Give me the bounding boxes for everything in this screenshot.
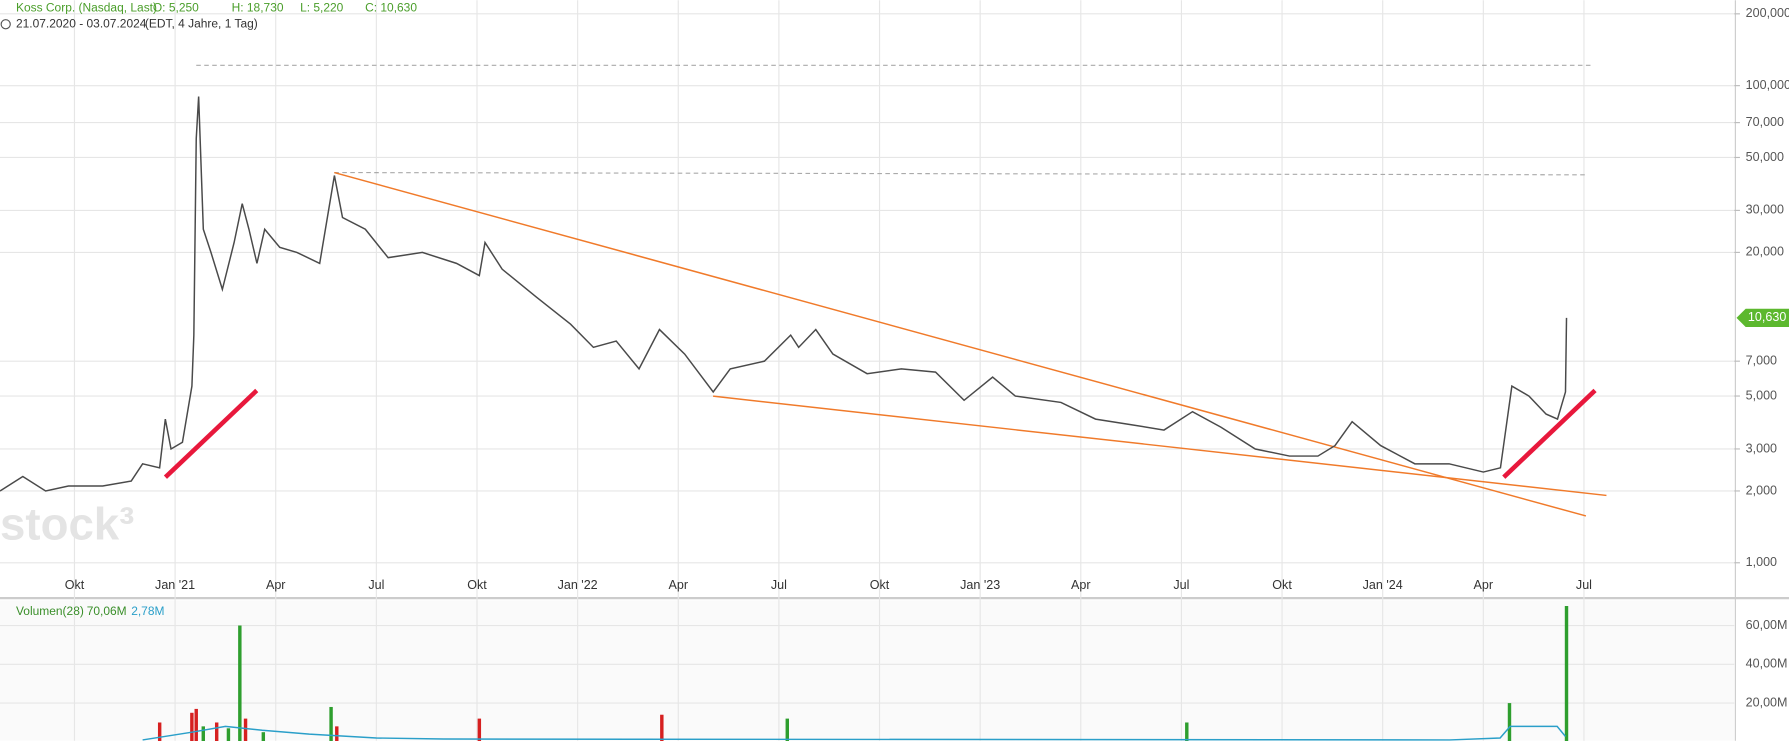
quote: H: 18,730: [232, 0, 284, 14]
grid: [0, 0, 1735, 741]
y-tick-label: 20,000: [1746, 245, 1784, 259]
x-tick-label: Jul: [368, 578, 384, 592]
volume-panel: [0, 600, 1735, 741]
volume-bar: [329, 706, 333, 741]
drawing-arrow: [1502, 388, 1597, 479]
quote: O: 5,250: [153, 0, 199, 14]
volume-bar: [785, 718, 789, 741]
y-tick-label: 30,000: [1746, 203, 1784, 217]
x-tick-label: Jan '22: [558, 578, 598, 592]
x-tick-label: Jul: [1173, 578, 1189, 592]
y-tick-label: 40,00M: [1746, 657, 1788, 671]
y-tick-label: 200,000: [1746, 6, 1789, 20]
x-tick-label: Okt: [467, 578, 487, 592]
volume-bar: [335, 726, 339, 741]
volume-bar: [226, 728, 231, 741]
x-tick-label: Apr: [668, 578, 688, 592]
x-tick-label: Apr: [266, 578, 286, 592]
marks: [0, 96, 1569, 741]
volume-quote: 70,06M: [87, 604, 127, 618]
volume-bar: [1564, 606, 1569, 741]
volume-bar: [214, 722, 219, 741]
y-tick-label: 7,000: [1746, 353, 1777, 367]
trend-line: [334, 171, 1587, 517]
volume-bar: [190, 712, 194, 741]
y-tick-label: 5,000: [1746, 388, 1777, 402]
x-tick-label: Apr: [1071, 578, 1091, 592]
clock-icon: [0, 19, 11, 30]
price-line: [0, 96, 1568, 492]
x-tick-label: Jul: [1576, 578, 1592, 592]
y-tick-label: 20,00M: [1746, 695, 1788, 709]
y-tick-label: 60,00M: [1746, 618, 1788, 632]
x-tick-label: Jul: [771, 578, 787, 592]
x-tick-label: Okt: [870, 578, 890, 592]
chart-title: Koss Corp. (Nasdaq, Last): [16, 0, 157, 14]
volume-bar: [201, 726, 205, 741]
x-tick-label: Apr: [1474, 578, 1494, 592]
volume-bar: [243, 718, 248, 741]
y-tick-label: 70,000: [1746, 115, 1784, 129]
x-tick-label: Okt: [1272, 578, 1292, 592]
x-tick-label: Jan '21: [155, 578, 195, 592]
volume-bar: [1507, 703, 1512, 741]
y-tick-label: 1,000: [1746, 555, 1777, 569]
quote: L: 5,220: [300, 0, 344, 14]
y-tick-label: 50,000: [1746, 150, 1784, 164]
volume-bar: [660, 714, 664, 741]
tag-shape: [1736, 308, 1789, 328]
volume-bar: [238, 625, 242, 741]
tag-label: 10,630: [1748, 310, 1786, 324]
volume-bar: [157, 722, 162, 741]
last-price-tag: 10,630: [1736, 308, 1789, 328]
watermark: stock³: [0, 498, 134, 549]
x-tick-label: Okt: [65, 578, 85, 592]
x-tick-label: Jan '23: [960, 578, 1000, 592]
subtitle: 21.07.2020 - 03.07.2024: [16, 16, 147, 30]
volume-bar: [261, 732, 266, 741]
dashed-line: [334, 171, 1586, 176]
volume-bar: [1185, 722, 1189, 741]
y-tick-label: 3,000: [1746, 441, 1777, 455]
y-tick-label: 2,000: [1746, 483, 1777, 497]
volume-quote: 2,78M: [131, 604, 164, 618]
volume-title: Volumen(28): [16, 604, 84, 618]
volume-bar: [194, 708, 198, 741]
y-tick-label: 100,000: [1746, 78, 1789, 92]
volume-bar: [477, 718, 482, 741]
x-tick-label: Jan '24: [1363, 578, 1403, 592]
quote: C: 10,630: [365, 0, 417, 14]
trend-line: [713, 395, 1607, 497]
subtitle-note: (EDT, 4 Jahre, 1 Tag): [145, 16, 258, 30]
price-line: [142, 725, 1567, 741]
drawing-arrow: [163, 388, 259, 479]
